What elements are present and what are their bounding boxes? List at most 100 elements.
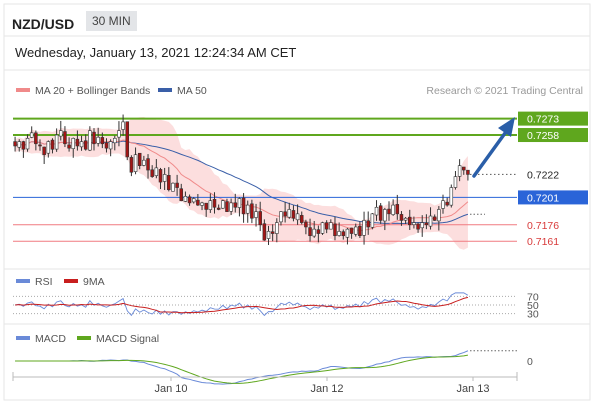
candle	[337, 222, 341, 237]
candle	[158, 167, 163, 190]
candle	[229, 198, 233, 216]
candle	[129, 155, 134, 177]
candle	[142, 155, 146, 167]
rsi-ma-line	[15, 296, 469, 314]
candle	[25, 134, 30, 152]
price-levels	[13, 117, 517, 242]
macd-signal-legend-swatch	[77, 336, 91, 340]
candle	[383, 207, 387, 231]
candle	[225, 198, 229, 212]
candle	[270, 224, 275, 242]
candle	[374, 200, 379, 221]
candle	[312, 220, 316, 238]
candle	[449, 184, 454, 208]
candle	[308, 218, 312, 242]
candle	[50, 138, 55, 154]
candle	[424, 214, 429, 230]
candle	[283, 201, 287, 223]
rsi-ma-legend-swatch	[64, 279, 78, 283]
rsi-tick-label: 50	[527, 300, 539, 312]
candle	[150, 165, 154, 178]
candle	[29, 126, 34, 139]
candle	[63, 126, 67, 148]
candle	[221, 199, 225, 209]
candlesticks	[13, 114, 470, 245]
candle	[233, 193, 238, 213]
macd-line	[15, 350, 469, 385]
candle	[34, 130, 38, 151]
candle	[42, 146, 46, 164]
candle	[345, 227, 350, 245]
outer-frame	[3, 3, 591, 401]
candle	[204, 202, 208, 217]
macd-legend-label: MACD	[35, 333, 66, 345]
candle	[250, 199, 254, 224]
candle	[187, 194, 192, 206]
x-tick-label: Jan 10	[154, 383, 187, 395]
candle	[121, 114, 125, 136]
candle	[395, 194, 400, 220]
bollinger-bands	[15, 116, 468, 250]
candle	[445, 197, 449, 207]
candle	[21, 140, 26, 158]
candle	[408, 209, 412, 230]
candle	[362, 211, 366, 245]
svg-text:0.7222: 0.7222	[527, 169, 559, 181]
svg-text:0.7258: 0.7258	[527, 130, 559, 142]
candle	[179, 183, 184, 202]
candle	[54, 128, 59, 152]
chart-header: NZD/USD 30 MIN	[4, 4, 590, 36]
level-label-0.7201: 0.7201	[518, 190, 588, 205]
candle	[391, 199, 395, 216]
candle	[146, 154, 150, 179]
level-labels: 0.7273 0.7258 0.7222 0.7201 0.7176 0.7161	[517, 111, 589, 248]
candle	[262, 219, 267, 241]
candle	[100, 132, 105, 149]
candle	[17, 139, 21, 152]
candle	[353, 223, 358, 237]
candle	[420, 215, 424, 237]
candle	[196, 194, 200, 206]
rsi-line	[14, 292, 469, 317]
candle	[387, 201, 391, 221]
macd-signal-legend-label: MACD Signal	[96, 333, 159, 345]
forecast-arrow	[472, 117, 515, 178]
candle	[191, 197, 196, 204]
bollinger-band-area	[15, 116, 468, 250]
candle	[200, 201, 204, 211]
candle	[88, 126, 92, 152]
candle	[291, 205, 296, 222]
candle	[403, 216, 408, 225]
macd-panel: 0	[15, 350, 533, 385]
candle	[287, 202, 292, 219]
candle	[428, 207, 433, 230]
timeframe-badge[interactable]: 30 MIN	[86, 11, 137, 31]
svg-text:0.7176: 0.7176	[527, 220, 559, 232]
candle	[416, 222, 420, 233]
svg-text:0.7273: 0.7273	[527, 114, 559, 126]
candle	[324, 220, 329, 234]
candle	[83, 134, 88, 151]
rsi-legend-label: RSI	[35, 276, 53, 288]
candle	[378, 203, 383, 224]
timestamp: Wednesday, January 13, 2021 12:24:34 AM …	[15, 45, 297, 60]
candle	[171, 182, 175, 192]
candle	[258, 201, 262, 232]
candle	[366, 211, 370, 235]
candle	[67, 137, 71, 152]
candle	[92, 128, 96, 151]
x-tick-label: Jan 12	[310, 383, 343, 395]
candle	[275, 218, 279, 243]
candle	[453, 171, 458, 190]
candle	[162, 167, 167, 191]
ma20-legend-label: MA 20 + Bollinger Bands	[35, 85, 150, 97]
candle	[266, 225, 271, 245]
candle	[216, 204, 221, 211]
candle	[167, 167, 171, 192]
rsi-ma-legend-label: 9MA	[83, 276, 105, 288]
candle	[75, 130, 80, 151]
candle	[71, 137, 75, 158]
candle	[437, 206, 441, 231]
x-axis-ticks: Jan 10 Jan 12 Jan 13	[154, 377, 490, 395]
